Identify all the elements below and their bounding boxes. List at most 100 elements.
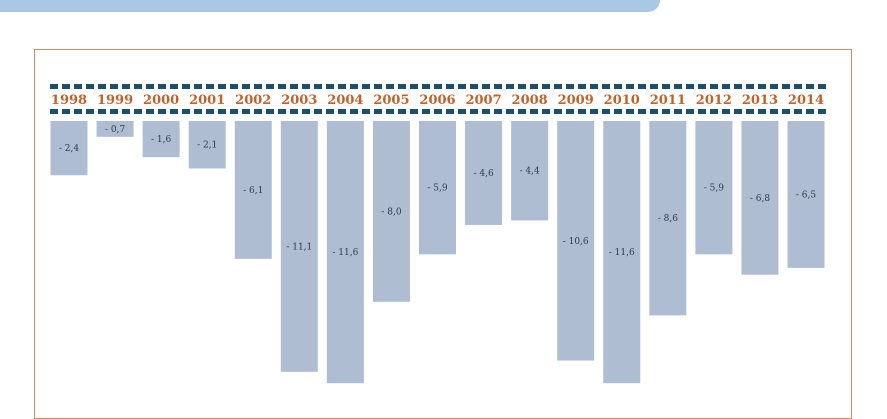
dash-segment <box>446 109 454 114</box>
dash-segment <box>626 109 634 114</box>
dash-segment <box>338 84 346 89</box>
value-label: - 11,1 <box>286 242 312 252</box>
dash-segment <box>638 84 646 89</box>
value-label: - 11,6 <box>332 248 358 258</box>
value-label: - 5,9 <box>427 184 447 194</box>
dash-segment <box>422 84 430 89</box>
dash-segment <box>770 109 778 114</box>
dash-segment <box>602 84 610 89</box>
bar <box>142 121 180 158</box>
dash-segment <box>362 109 370 114</box>
year-label: 2014 <box>788 93 824 108</box>
bar <box>372 121 410 302</box>
bar <box>188 121 226 169</box>
value-label: - 11,6 <box>609 248 635 258</box>
value-label: - 4,6 <box>473 169 493 179</box>
dash-segment <box>374 109 382 114</box>
year-labels: 1998 1999 2000 2001 2002 2003 2004 2005 2006 2007… <box>51 93 824 108</box>
dash-segment <box>542 109 550 114</box>
dash-segment <box>530 109 538 114</box>
year-label: 2005 <box>373 93 409 108</box>
bar <box>787 121 825 268</box>
dash-segment <box>818 109 826 114</box>
dash-segment <box>350 109 358 114</box>
dash-segment <box>278 109 286 114</box>
dash-segment <box>578 109 586 114</box>
year-label: 2004 <box>327 93 363 108</box>
dash-segment <box>338 109 346 114</box>
year-label: 2009 <box>558 93 594 108</box>
dash-segment <box>806 109 814 114</box>
dash-segment <box>650 109 658 114</box>
dash-segment <box>218 84 226 89</box>
value-label: - 2,4 <box>59 144 79 154</box>
year-label: 2006 <box>419 93 455 108</box>
dash-segment <box>422 109 430 114</box>
dash-segment <box>446 84 454 89</box>
dash-segment <box>410 84 418 89</box>
dash-segment <box>770 84 778 89</box>
dash-segment <box>590 84 598 89</box>
dash-segment <box>242 109 250 114</box>
bar <box>96 121 134 137</box>
dash-segment <box>686 84 694 89</box>
value-label: - 6,5 <box>796 190 816 200</box>
dash-segment <box>206 109 214 114</box>
dash-segment <box>638 109 646 114</box>
dash-segment <box>398 84 406 89</box>
dash-segment <box>710 109 718 114</box>
dash-segment <box>302 109 310 114</box>
dash-segment <box>746 109 754 114</box>
dash-segment <box>62 109 70 114</box>
dash-segment <box>254 84 262 89</box>
dash-segment <box>782 84 790 89</box>
bar <box>741 121 779 275</box>
dash-segment <box>794 109 802 114</box>
dash-segment <box>698 109 706 114</box>
dash-segment <box>806 84 814 89</box>
value-label: - 6,1 <box>243 186 263 196</box>
dash-segment <box>746 84 754 89</box>
dash-segment <box>50 109 58 114</box>
dash-segment <box>722 109 730 114</box>
dash-segment <box>230 84 238 89</box>
dash-segment <box>470 109 478 114</box>
dash-segment <box>134 84 142 89</box>
dash-segment <box>674 109 682 114</box>
year-label: 2002 <box>235 93 271 108</box>
bars <box>50 121 825 384</box>
value-label: - 5,9 <box>704 184 724 194</box>
dash-segment <box>686 109 694 114</box>
dash-segment <box>170 84 178 89</box>
dash-segment <box>578 84 586 89</box>
dash-segment <box>182 84 190 89</box>
year-label: 2013 <box>742 93 778 108</box>
value-labels: - 2,4 - 0,7 - 1,6 - 2,1 - 6,1 - 11,1 - 11,6 - 8… <box>59 125 816 258</box>
deficit-bar-chart: 1998 1999 2000 2001 2002 2003 2004 2005 2006 2007… <box>50 84 826 384</box>
bar <box>465 121 503 225</box>
dash-segment <box>758 109 766 114</box>
year-label: 2012 <box>696 93 732 108</box>
year-label: 2011 <box>650 93 686 108</box>
dash-segment <box>146 84 154 89</box>
bar <box>603 121 641 384</box>
dash-segment <box>74 109 82 114</box>
dash-segment <box>566 109 574 114</box>
header-band <box>0 0 660 12</box>
dash-segment <box>458 84 466 89</box>
dash-segment <box>290 109 298 114</box>
dash-segment <box>278 84 286 89</box>
dash-segment <box>374 84 382 89</box>
dash-segment <box>650 84 658 89</box>
bar <box>419 121 456 255</box>
bar <box>557 121 595 361</box>
dash-segment <box>206 84 214 89</box>
bar <box>234 121 272 259</box>
year-label: 2003 <box>281 93 317 108</box>
dash-segment <box>554 84 562 89</box>
dash-segment <box>86 109 94 114</box>
bar <box>326 121 364 384</box>
dash-segment <box>758 84 766 89</box>
dash-segment <box>326 84 334 89</box>
dash-segment <box>710 84 718 89</box>
